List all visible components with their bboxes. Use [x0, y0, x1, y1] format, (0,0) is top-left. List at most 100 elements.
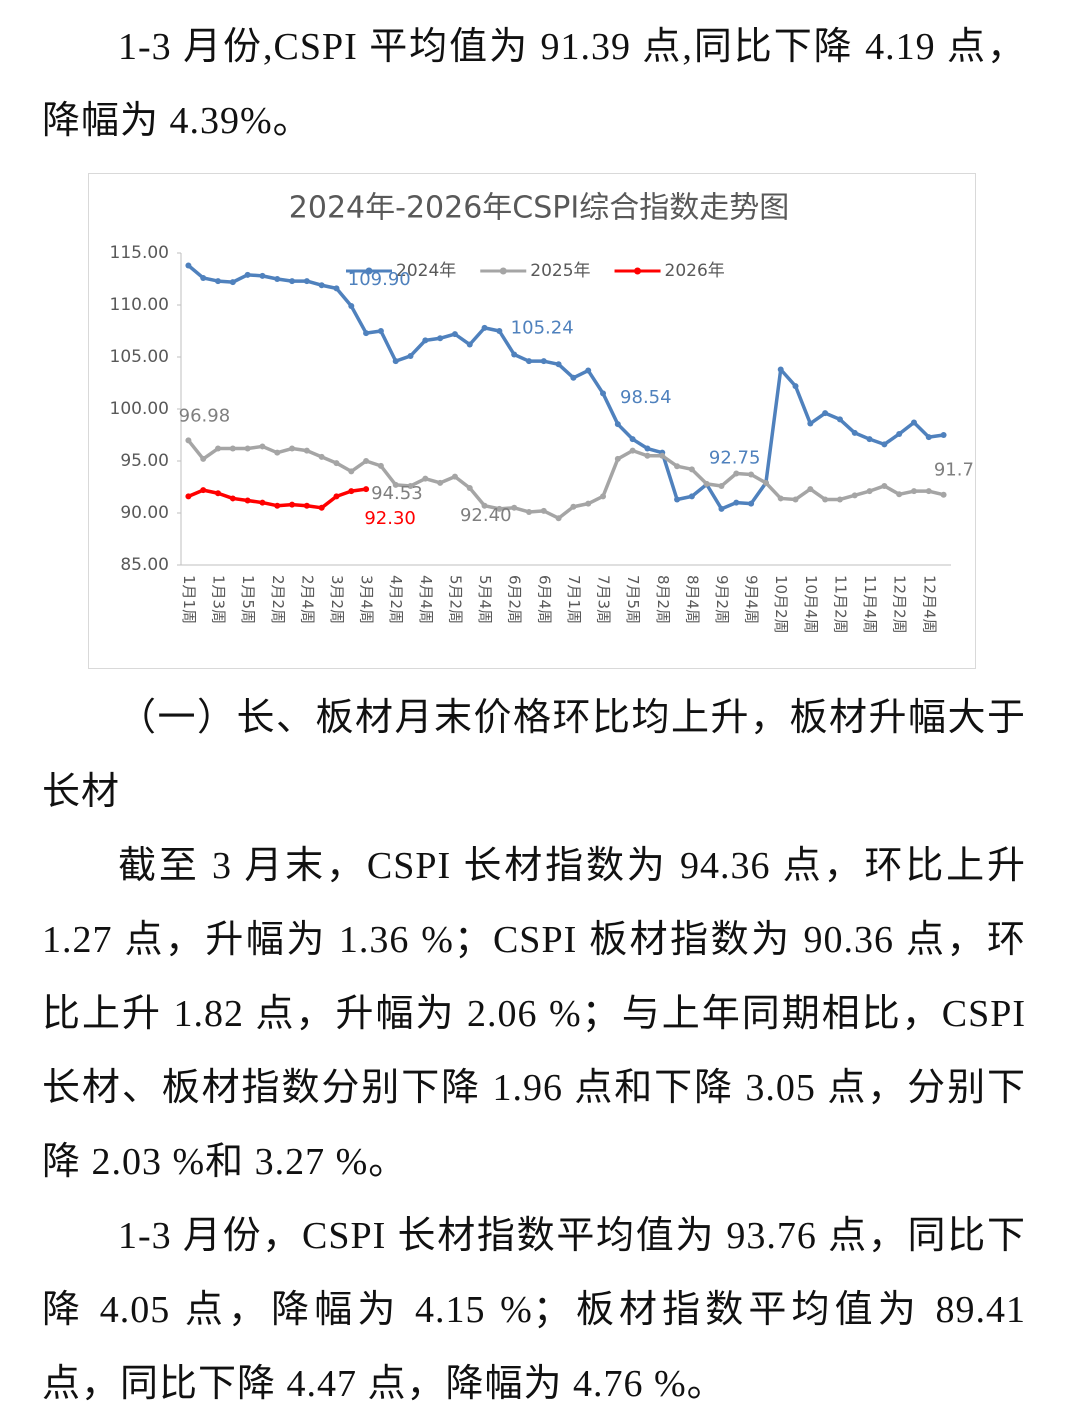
x-tick-label: 7月5周 [624, 575, 642, 624]
data-point [481, 324, 488, 331]
data-point [792, 496, 799, 503]
data-label: 92.75 [709, 447, 761, 468]
data-point [451, 331, 458, 338]
data-point [229, 279, 236, 286]
x-tick-label: 7月3周 [595, 575, 613, 624]
data-point [422, 475, 429, 482]
data-point [318, 282, 325, 289]
y-tick-label: 100.00 [110, 399, 169, 419]
data-point [215, 490, 222, 497]
data-point [215, 278, 222, 285]
data-point [407, 352, 414, 359]
data-point [822, 410, 829, 417]
data-point [200, 455, 207, 462]
text-block: 1-3 月份,CSPI 平均值为 91.39 点,同比下降 4.19 点，降幅为… [42, 10, 1026, 158]
legend-label: 2026年 [665, 261, 725, 281]
data-point [733, 470, 740, 477]
x-tick-label: 3月2周 [328, 575, 346, 624]
data-point [407, 482, 414, 489]
data-label: 92.40 [460, 505, 512, 526]
legend-label: 2025年 [530, 261, 590, 281]
data-point [866, 436, 873, 443]
data-point [896, 430, 903, 437]
x-tick-label: 4月2周 [387, 575, 405, 624]
x-tick-label: 7月1周 [565, 575, 583, 624]
chart-frame: 2024年-2026年CSPI综合指数走势图 85.00 90.00 95.00 10… [88, 173, 986, 669]
data-point [363, 486, 370, 493]
x-tick-label: 11月4周 [861, 575, 879, 634]
legend-marker [499, 267, 507, 275]
data-point [303, 502, 310, 509]
data-point [777, 495, 784, 502]
data-point [363, 458, 370, 464]
data-point [896, 491, 903, 498]
x-tick-label: 12月4周 [920, 575, 938, 634]
data-point [585, 367, 592, 374]
data-point [466, 485, 473, 492]
data-point [333, 493, 340, 500]
x-tick-label: 5月2周 [446, 575, 464, 624]
data-point [614, 455, 621, 462]
data-point [318, 504, 325, 511]
data-point [570, 374, 577, 381]
data-point [940, 432, 947, 438]
x-tick-label: 1月5周 [239, 575, 257, 624]
data-point [377, 328, 384, 334]
data-point [807, 486, 814, 493]
data-point [792, 383, 799, 390]
heading: （一）长、板材月末价格环比均上升，板材升幅大于长材 [42, 697, 1026, 813]
data-point [496, 505, 503, 512]
data-point [629, 436, 636, 443]
text-block: （一）长、板材月末价格环比均上升，板材升幅大于长材 截至 3 月末，CSPI 长… [42, 681, 1026, 1421]
data-point [496, 328, 503, 334]
y-tick-label: 95.00 [120, 451, 169, 471]
data-point [629, 447, 636, 454]
data-point [525, 358, 532, 365]
x-tick-label: 10月4周 [802, 575, 820, 634]
chart: 2024年-2026年CSPI综合指数走势图 85.00 90.00 95.00 10… [110, 191, 986, 634]
data-point [555, 515, 562, 522]
data-point [259, 272, 266, 279]
data-point [600, 390, 607, 397]
data-point [274, 276, 281, 282]
data-point [466, 341, 473, 348]
data-label: 94.53 [371, 483, 423, 504]
data-point [866, 488, 873, 495]
series-line [187, 439, 945, 520]
data-point [348, 303, 355, 310]
data-point [274, 449, 281, 456]
data-point [244, 271, 251, 278]
data-point [925, 434, 932, 441]
x-tick-label: 1月3周 [210, 575, 228, 624]
data-point [229, 445, 236, 452]
legend-marker [634, 267, 642, 275]
data-point [585, 500, 592, 507]
data-point [659, 452, 666, 459]
data-point [318, 453, 325, 460]
data-point [570, 503, 577, 510]
x-tick-label: 12月2周 [891, 575, 909, 634]
x-tick-label: 10月2周 [772, 575, 790, 634]
data-point [540, 358, 547, 365]
y-tick-label: 90.00 [120, 503, 169, 523]
data-point [614, 421, 621, 428]
data-point [718, 505, 725, 512]
data-point [274, 502, 281, 509]
data-point [185, 437, 192, 444]
data-point [377, 462, 384, 469]
data-point [881, 482, 888, 489]
data-point [437, 479, 444, 486]
series-line [187, 264, 944, 511]
data-point [363, 330, 370, 337]
data-point [511, 351, 518, 358]
data-point [748, 500, 755, 507]
data-point [437, 335, 444, 342]
data-point [422, 337, 429, 344]
data-point [333, 460, 340, 467]
x-tick-label: 6月2周 [506, 575, 524, 624]
data-point [836, 416, 843, 423]
data-point [674, 463, 681, 470]
data-point [303, 447, 310, 454]
data-point [244, 497, 251, 504]
